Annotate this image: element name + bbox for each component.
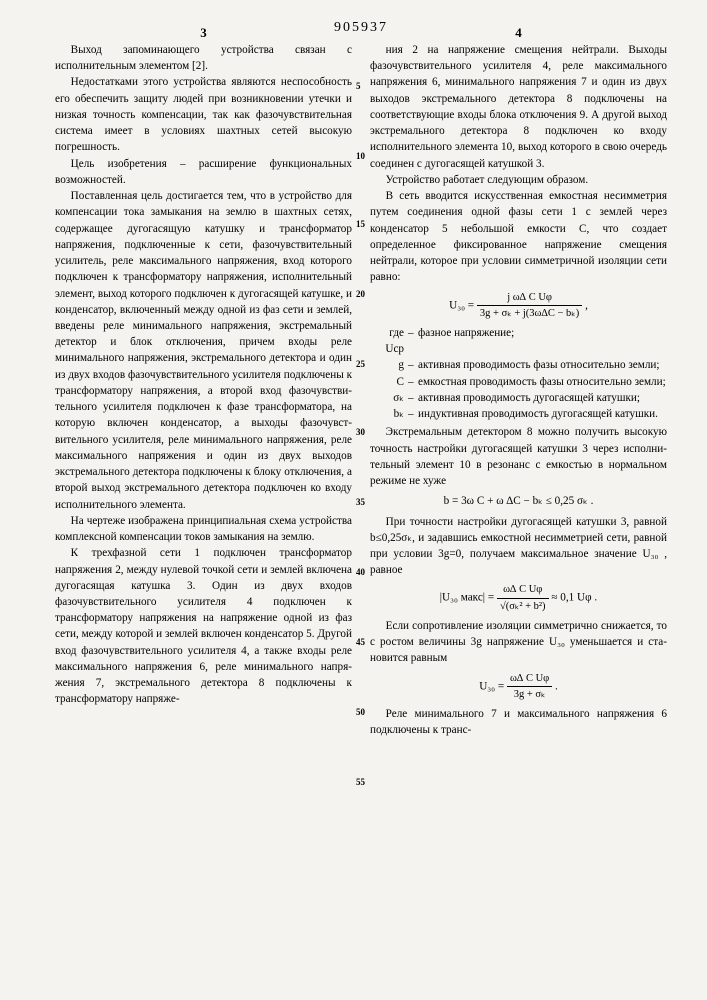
paragraph: В сеть вводится искусственная ем­костная… [370,188,667,285]
line-number: 25 [356,358,365,371]
line-number: 30 [356,426,365,439]
paragraph: При точности настройки дугогася­щей кату… [370,514,667,579]
paragraph: К трехфазной сети 1 подключен трансформа… [55,545,352,707]
paragraph: Недостатками этого устройства яв­ляются … [55,74,352,155]
formula: U₃₀ = ω∆ C Uφ3g + σₖ . [370,671,667,702]
page-num-left: 3 [200,24,207,43]
line-number: 55 [356,776,365,789]
right-column: 4 510152025303540455055 ния 2 на напряже… [370,42,667,739]
paragraph: На чертеже изображена принципиаль­ная сх… [55,513,352,545]
line-number: 45 [356,636,365,649]
line-number: 40 [356,566,365,579]
formula: b = 3ω C + ω ∆C − bₖ ≤ 0,25 σₖ . [370,493,667,509]
paragraph: Цель изобретения – расширение функционал… [55,156,352,188]
left-column: 3 Выход запоминающего устройства свя­зан… [55,42,352,739]
paragraph: Устройство работает следующим об­разом. [370,172,667,188]
paragraph: Поставленная цель достигается тем, что в… [55,188,352,513]
line-number: 10 [356,150,365,163]
paragraph: Экстремальным детектором 8 можно получит… [370,424,667,489]
line-number: 15 [356,218,365,231]
line-number: 5 [356,80,361,93]
line-number: 50 [356,706,365,719]
line-number: 20 [356,288,365,301]
formula: U₃₀ = j ω∆ C Uφ3g + σₖ + j(3ω∆C − bₖ) , [370,290,667,321]
paragraph: Если сопротивление изоляции сим­метрично… [370,618,667,667]
doc-number: 905937 [55,20,667,36]
page: 905937 3 Выход запоминающего устройства … [0,20,707,769]
where-block: где Uср–фазное напряжение;g–активная про… [370,325,667,422]
formula: |U₃₀ макс| = ω∆ C Uφ√(σₖ² + b²) ≈ 0,1 Uφ… [370,582,667,613]
paragraph: ния 2 на напряжение смещения нейтра­ли. … [370,42,667,172]
line-number: 35 [356,496,365,509]
paragraph: Выход запоминающего устройства свя­зан с… [55,42,352,74]
page-num-right: 4 [515,24,522,43]
columns: 3 Выход запоминающего устройства свя­зан… [55,42,667,739]
paragraph: Реле минимального 7 и максимально­го нап… [370,706,667,738]
